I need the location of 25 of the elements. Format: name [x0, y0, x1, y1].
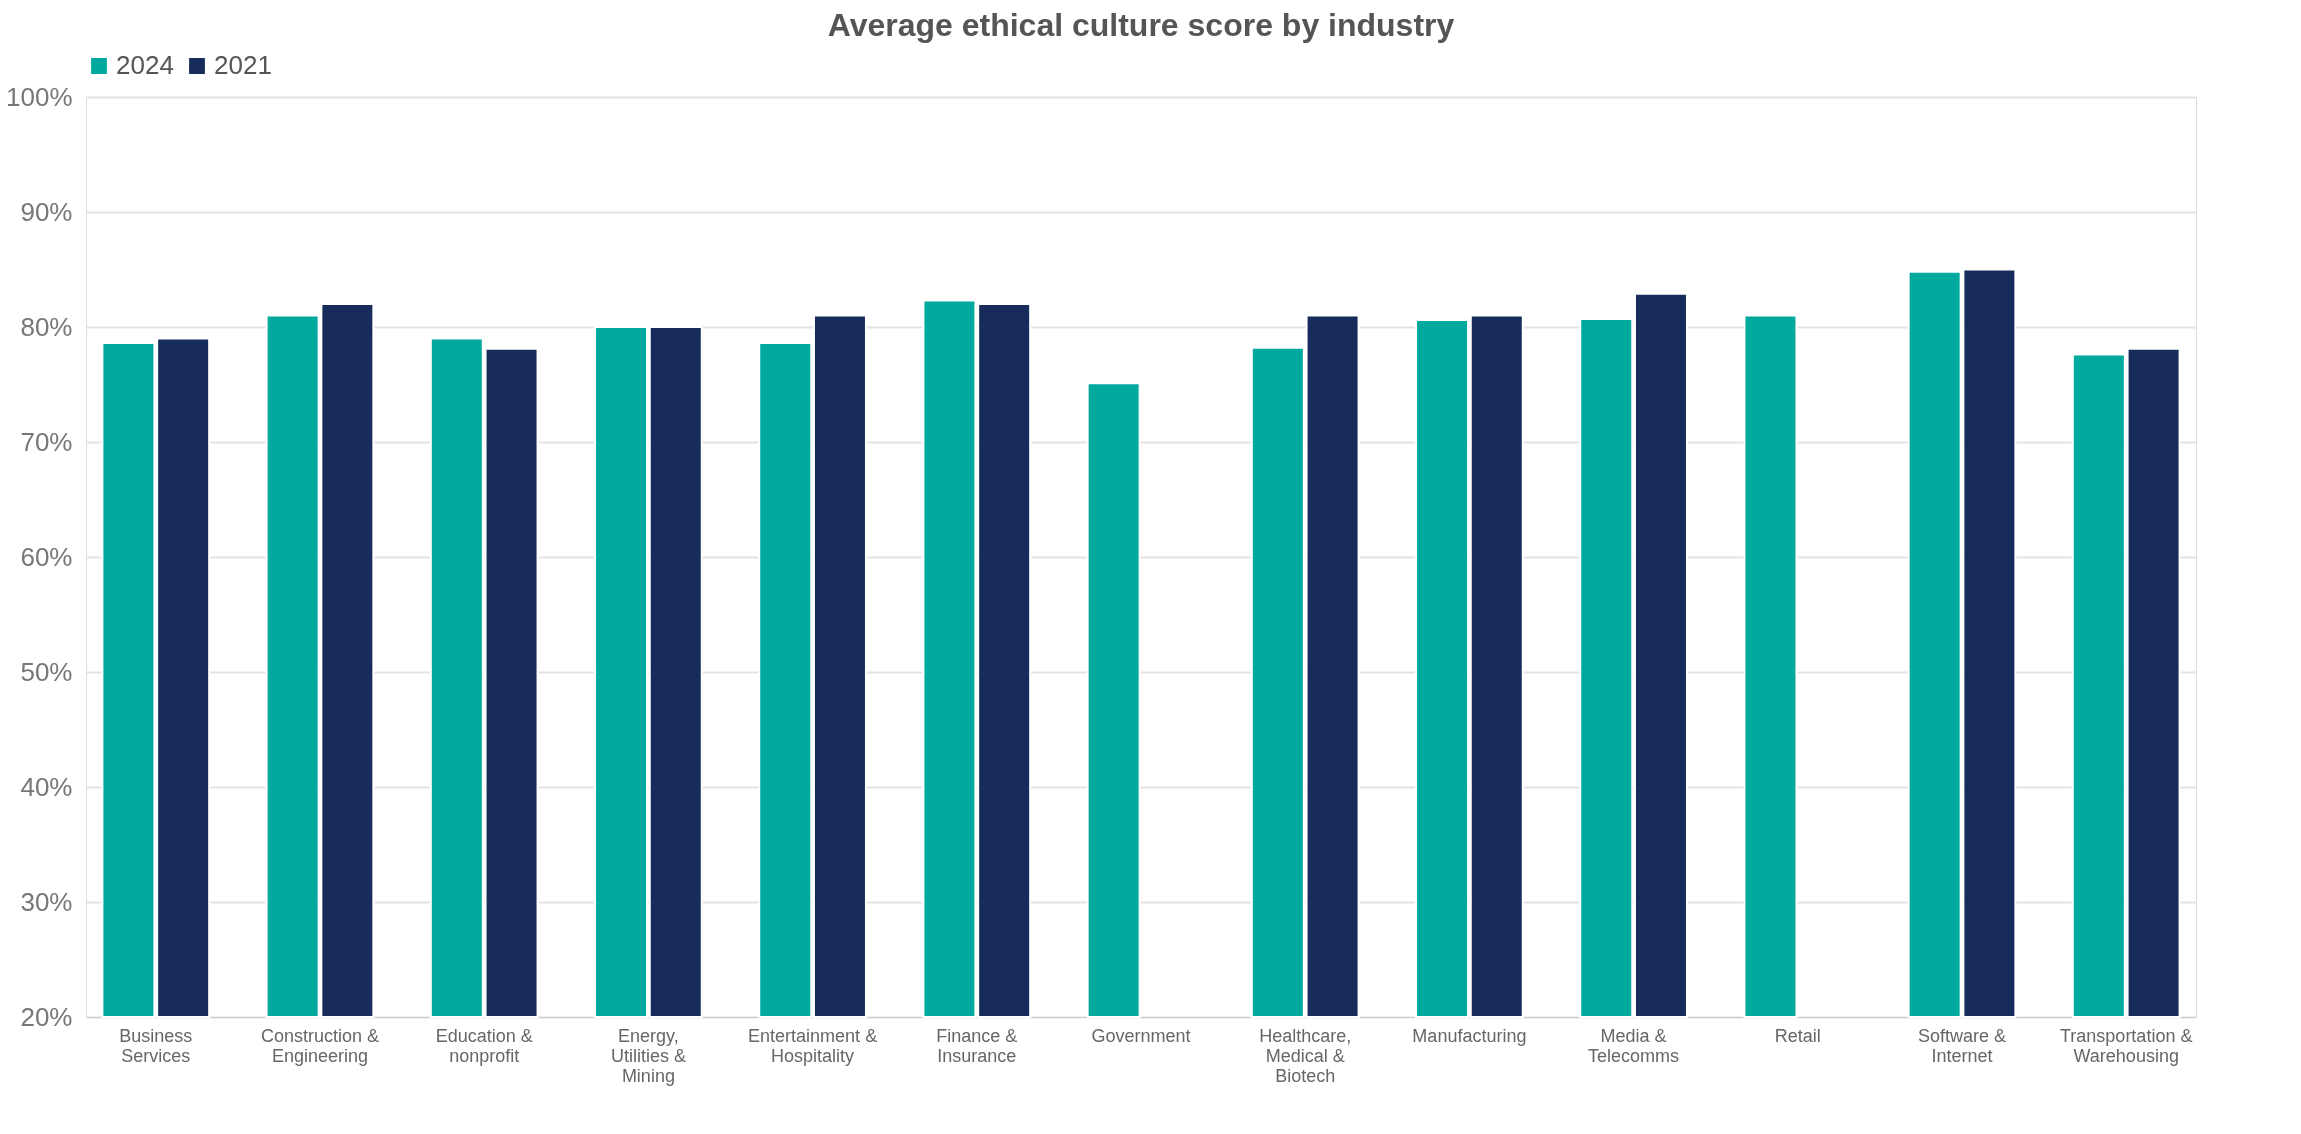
x-tick-label: Manufacturing: [1412, 1025, 1527, 1046]
legend-label: 2024: [116, 50, 174, 80]
legend-label: 2021: [214, 50, 272, 80]
y-tick-label: 60%: [20, 541, 73, 572]
x-tick-label: Retail: [1774, 1025, 1821, 1046]
y-tick-label: 30%: [20, 886, 73, 917]
x-tick-label: Government: [1091, 1025, 1191, 1046]
y-tick-label: 90%: [20, 196, 73, 227]
y-tick-label: 80%: [20, 311, 73, 342]
y-tick-label: 20%: [20, 1001, 73, 1032]
y-tick-label: 100%: [6, 81, 73, 112]
x-tick-label: Transportation & Warehousing: [2060, 1025, 2193, 1066]
x-tick-label: Finance & Insurance: [936, 1025, 1018, 1066]
x-tick-label: Media & Telecomms: [1588, 1025, 1680, 1066]
x-tick-label: Energy, Utilities & Mining: [610, 1025, 686, 1086]
y-tick-label: 50%: [20, 656, 73, 687]
x-tick-label: Software & Internet: [1917, 1025, 2007, 1066]
x-tick-label: Entertainment & Hospitality: [748, 1025, 878, 1066]
y-tick-label: 40%: [20, 771, 73, 802]
x-tick-label: Education & nonprofit: [435, 1025, 533, 1066]
x-tick-label: Business Services: [119, 1025, 193, 1066]
x-tick-label: Construction & Engineering: [260, 1025, 380, 1066]
chart-title: Average ethical culture score by industry: [827, 7, 1455, 43]
y-tick-label: 70%: [20, 426, 73, 457]
x-tick-label: Healthcare, Medical & Biotech: [1259, 1025, 1352, 1086]
